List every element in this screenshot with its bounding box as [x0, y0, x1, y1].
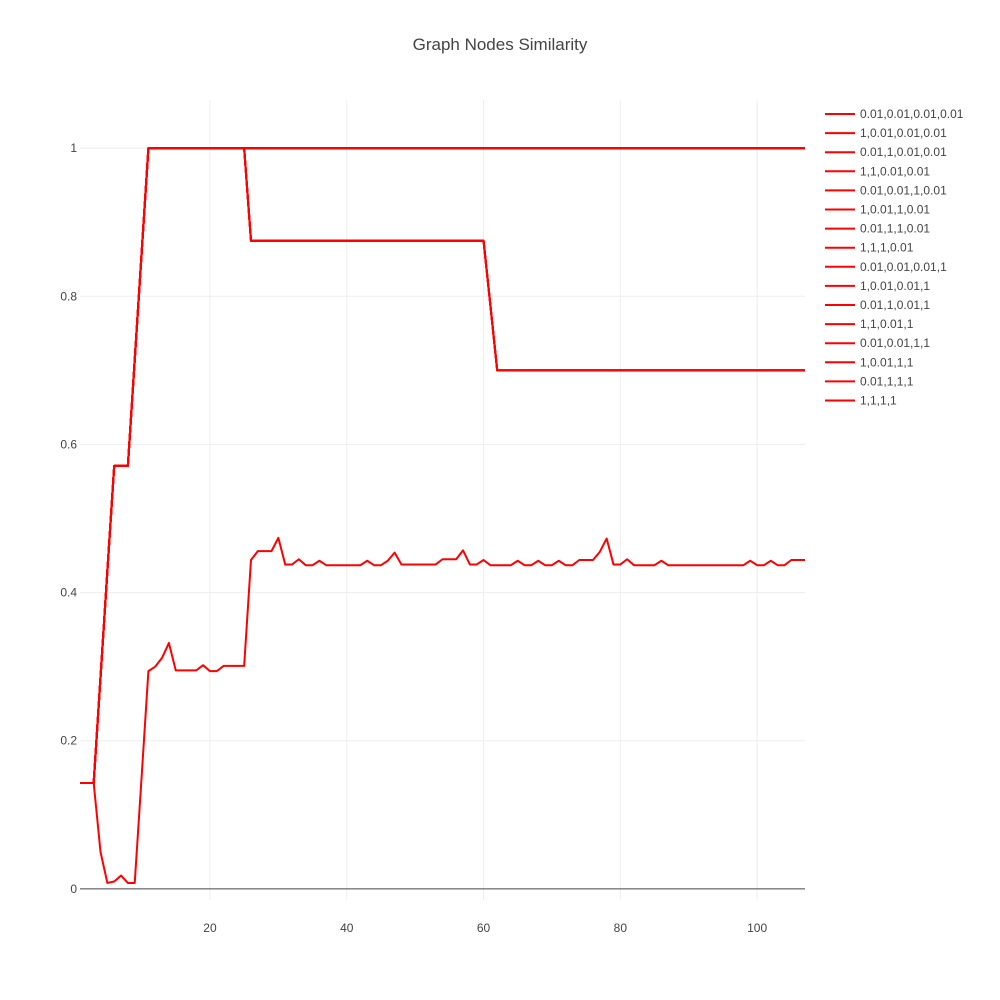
y-tick-label: 0.6 [60, 437, 77, 451]
legend-label: 1,1,1,1 [860, 394, 897, 408]
legend-item[interactable]: 1,0.01,1,0.01 [825, 203, 930, 217]
x-tick-label: 80 [614, 921, 628, 935]
legend-item[interactable]: 0.01,0.01,0.01,1 [825, 260, 947, 274]
y-tick-label: 0.8 [60, 289, 77, 303]
legend-item[interactable]: 1,1,0.01,0.01 [825, 164, 930, 178]
legend-item[interactable]: 0.01,1,1,1 [825, 374, 914, 388]
legend-label: 0.01,1,1,1 [860, 374, 914, 388]
y-tick-label: 0 [70, 882, 77, 896]
y-tick-label: 0.2 [60, 734, 77, 748]
y-tick-label: 0.4 [60, 586, 77, 600]
legend-label: 1,0.01,1,0.01 [860, 203, 930, 217]
legend-item[interactable]: 1,0.01,0.01,1 [825, 279, 930, 293]
legend-label: 1,0.01,0.01,0.01 [860, 126, 947, 140]
legend-item[interactable]: 0.01,1,0.01,1 [825, 298, 930, 312]
legend-item[interactable]: 0.01,1,0.01,0.01 [825, 145, 947, 159]
legend-label: 0.01,1,0.01,1 [860, 298, 930, 312]
legend-item[interactable]: 0.01,0.01,0.01,0.01 [825, 107, 964, 121]
legend-label: 0.01,0.01,0.01,0.01 [860, 107, 964, 121]
legend-label: 0.01,1,0.01,0.01 [860, 145, 947, 159]
x-tick-label: 60 [477, 921, 491, 935]
x-tick-label: 20 [203, 921, 217, 935]
legend-item[interactable]: 1,1,1,0.01 [825, 241, 914, 255]
legend-label: 0.01,1,1,0.01 [860, 222, 930, 236]
legend-label: 1,1,0.01,1 [860, 317, 914, 331]
legend-label: 1,0.01,1,1 [860, 355, 914, 369]
x-tick-label: 40 [340, 921, 354, 935]
axes: 20 40 60 80 100 0 0.2 0.4 0.6 0.8 1 [60, 141, 767, 935]
legend-item[interactable]: 0.01,0.01,1,0.01 [825, 183, 947, 197]
legend-label: 1,0.01,0.01,1 [860, 279, 930, 293]
legend-label: 1,1,0.01,0.01 [860, 164, 930, 178]
series-lines [80, 147, 805, 884]
legend-label: 1,1,1,0.01 [860, 241, 914, 255]
legend[interactable]: 0.01,0.01,0.01,0.01 1,0.01,0.01,0.01 0.01,… [825, 107, 964, 408]
legend-item[interactable]: 0.01,1,1,0.01 [825, 222, 930, 236]
legend-label: 0.01,0.01,1,1 [860, 336, 930, 350]
series-line-1 [80, 536, 805, 884]
legend-label: 0.01,0.01,0.01,1 [860, 260, 947, 274]
series-line-16 [80, 147, 805, 784]
legend-item[interactable]: 1,0.01,0.01,0.01 [825, 126, 947, 140]
y-tick-label: 1 [70, 141, 77, 155]
legend-item[interactable]: 1,1,0.01,1 [825, 317, 914, 331]
legend-label: 0.01,0.01,1,0.01 [860, 183, 947, 197]
legend-item[interactable]: 1,0.01,1,1 [825, 355, 914, 369]
legend-item[interactable]: 0.01,0.01,1,1 [825, 336, 930, 350]
chart-title: Graph Nodes Similarity [413, 35, 588, 54]
legend-item[interactable]: 1,1,1,1 [825, 394, 897, 408]
x-tick-label: 100 [747, 921, 767, 935]
